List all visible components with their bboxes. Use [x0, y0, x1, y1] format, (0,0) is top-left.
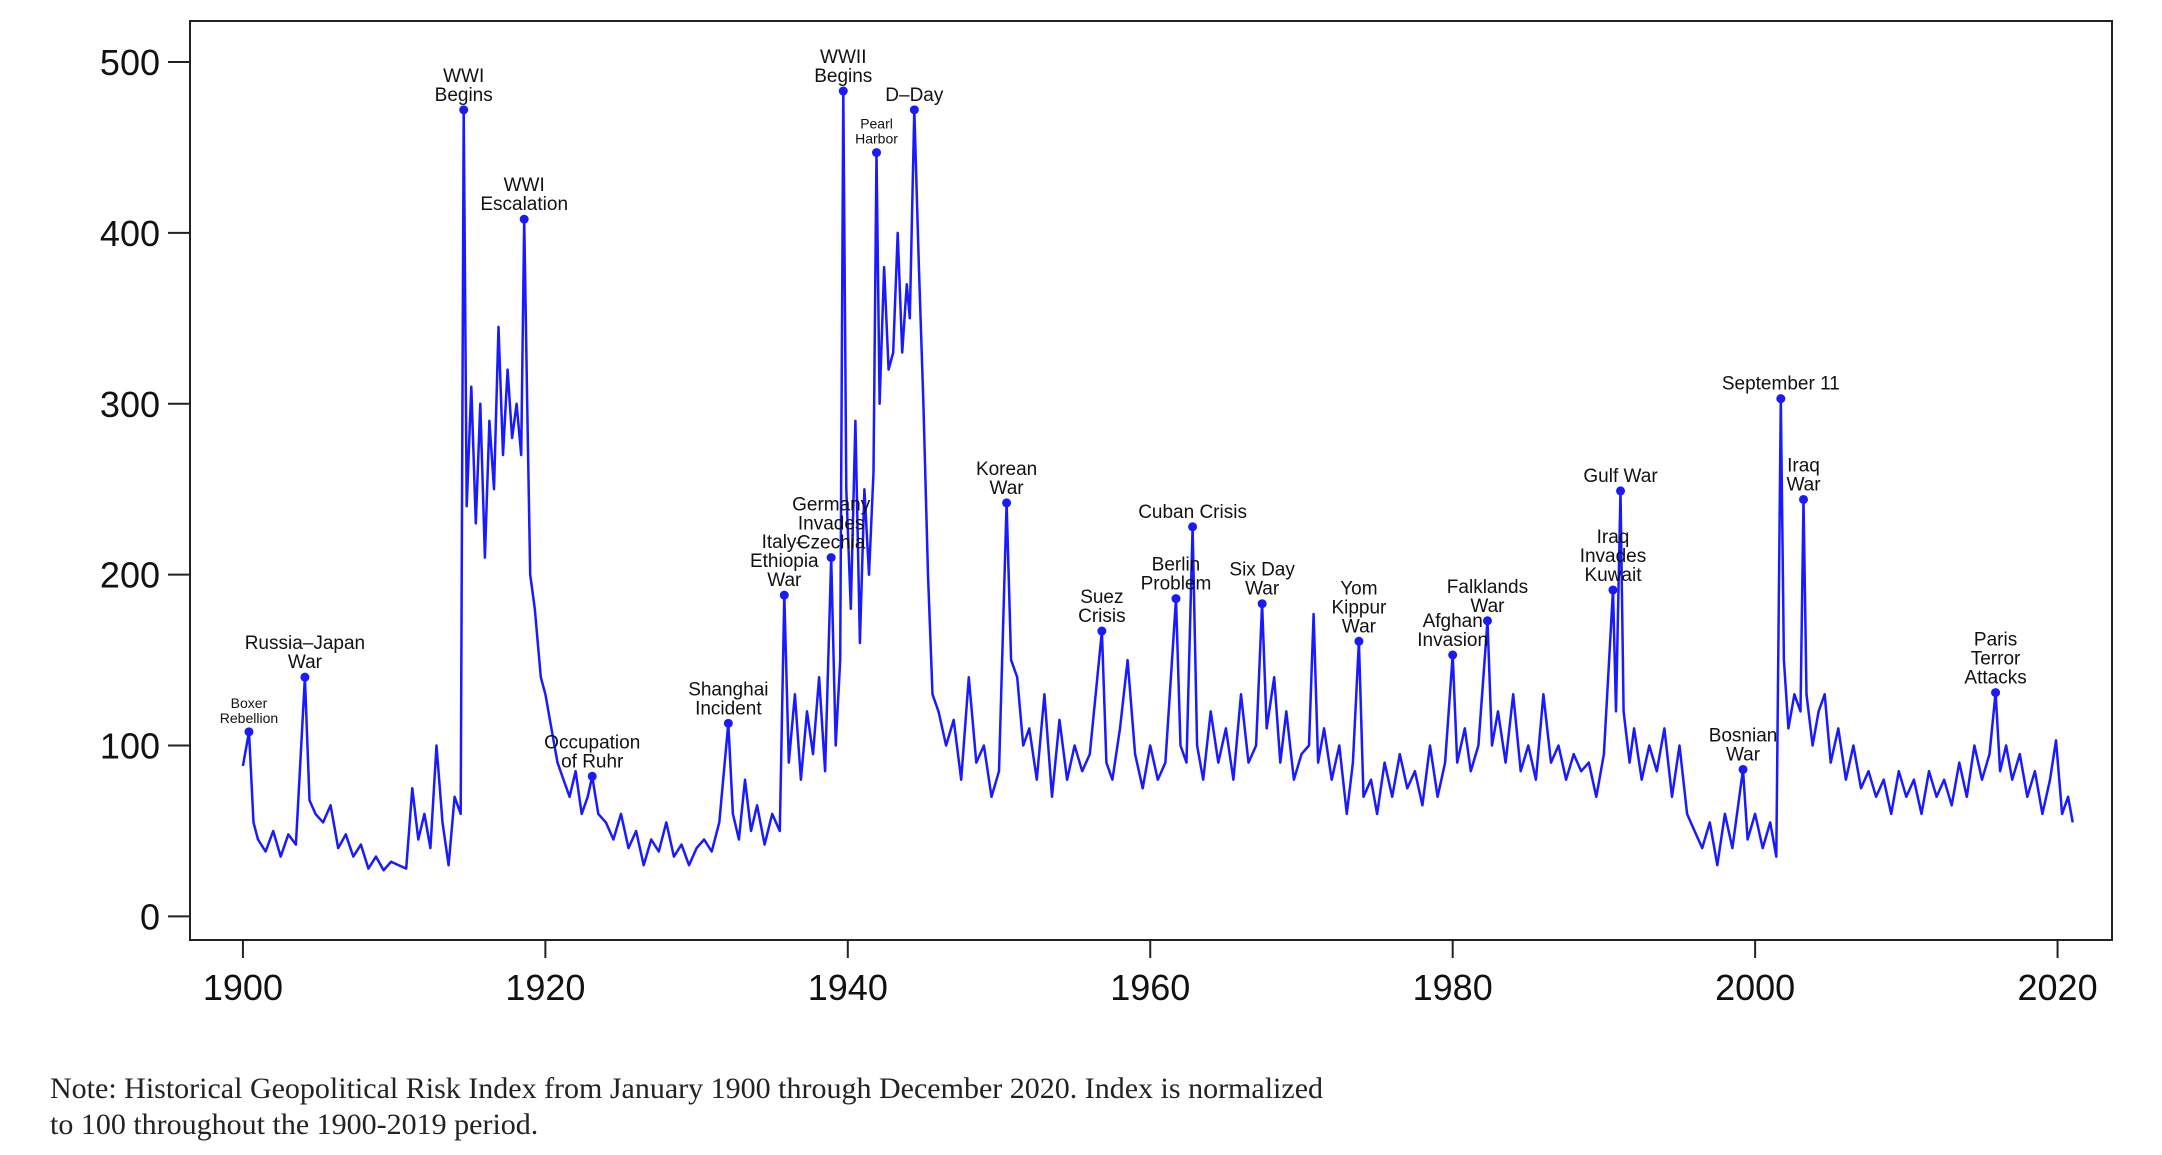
x-tick-label: 2020 — [2018, 967, 2098, 1008]
annotation-label: Pearl — [860, 116, 893, 132]
annotation-label: Gulf War — [1583, 466, 1658, 487]
annotation-label: D–Day — [885, 85, 944, 106]
annotation-label: Boxer — [231, 695, 268, 711]
annotation-label: Terror — [1971, 649, 2021, 670]
annotation-label: Iraq — [1787, 455, 1820, 476]
x-tick-label: 1900 — [203, 967, 283, 1008]
annotation-dot — [1257, 599, 1267, 609]
annotation-dot — [723, 718, 733, 728]
annotation-label: Germany — [792, 495, 871, 516]
annotation-dot — [244, 727, 254, 737]
x-tick-label: 1980 — [1413, 967, 1493, 1008]
annotation-dot — [1799, 494, 1809, 504]
annotation-dot — [838, 86, 848, 96]
annotation-dot — [1608, 585, 1618, 595]
y-tick-label: 0 — [140, 896, 160, 937]
annotation-dot — [1776, 394, 1786, 404]
annotation-label: Kippur — [1331, 597, 1387, 618]
y-tick-label: 100 — [100, 726, 160, 767]
annotation-label: WWI — [504, 175, 545, 196]
annotation-label: Harbor — [855, 131, 898, 147]
annotation-dot — [519, 214, 529, 224]
annotation-label: War — [767, 570, 802, 591]
annotation-label: Paris — [1974, 630, 2017, 651]
y-tick-label: 500 — [100, 42, 160, 83]
annotation-label: War — [990, 478, 1025, 499]
annotation-label: Falklands — [1447, 577, 1528, 598]
annotation-label: Begins — [435, 85, 493, 106]
annotation-label: Korean — [976, 459, 1037, 480]
note-line: Note: Historical Geopolitical Risk Index… — [50, 1072, 1323, 1105]
y-tick-label: 200 — [100, 555, 160, 596]
annotation-dot — [1991, 688, 2001, 698]
annotation-label: Czechia — [797, 533, 866, 554]
annotation-label: Invades — [1580, 546, 1647, 567]
annotation-dot — [1482, 616, 1492, 626]
y-tick-label: 300 — [100, 384, 160, 425]
annotation-label: Attacks — [1964, 668, 2026, 689]
annotation-label: Italy– — [762, 532, 808, 553]
annotation-label: Problem — [1141, 574, 1212, 595]
annotation-label: War — [1726, 744, 1761, 765]
annotation-dot — [909, 105, 919, 115]
annotation-label: Six Day — [1229, 560, 1295, 581]
x-tick-label: 1940 — [808, 967, 888, 1008]
annotation-dot — [1616, 486, 1626, 496]
annotation-label: Crisis — [1078, 606, 1126, 627]
annotation-label: Shanghai — [688, 679, 768, 700]
annotation-label: Bosnian — [1709, 725, 1778, 746]
annotation-dot — [779, 590, 789, 600]
annotation-dot — [459, 105, 469, 115]
annotation-dot — [587, 771, 597, 781]
annotation-label: War — [1245, 579, 1280, 600]
annotation-label: Occupation — [544, 732, 640, 753]
annotation-label: Incident — [695, 698, 762, 719]
x-tick-label: 2000 — [1715, 967, 1795, 1008]
annotation-dot — [872, 148, 882, 158]
annotation-label: Begins — [814, 66, 872, 87]
annotation-label: War — [288, 652, 323, 673]
annotation-label: September 11 — [1722, 374, 1840, 395]
annotation-label: Rebellion — [220, 710, 278, 726]
annotation-label: Afghan — [1423, 611, 1483, 632]
annotation-label: Yom — [1340, 578, 1377, 599]
annotation-label: Invasion — [1417, 630, 1488, 651]
annotation-dot — [300, 672, 310, 682]
annotation-label: Ethiopia — [750, 551, 819, 572]
annotation-dot — [1738, 764, 1748, 774]
annotation-label: War — [1786, 474, 1821, 495]
annotation-label: WWI — [443, 66, 484, 87]
annotation-label: Kuwait — [1584, 565, 1642, 586]
annotation-label: Cuban Crisis — [1138, 502, 1247, 523]
annotation-label: Suez — [1080, 587, 1123, 608]
annotation-label: of Ruhr — [561, 751, 624, 772]
annotation-label: War — [1342, 616, 1377, 637]
annotation-label: Iraq — [1597, 527, 1630, 548]
annotation-dot — [1097, 626, 1107, 636]
annotation-label: Escalation — [480, 194, 568, 215]
annotation-label: War — [1470, 596, 1505, 617]
annotation-dot — [1448, 650, 1458, 660]
annotation-label: Russia–Japan — [245, 633, 365, 654]
x-tick-label: 1920 — [505, 967, 585, 1008]
y-tick-label: 400 — [100, 213, 160, 254]
annotation-dot — [1002, 498, 1012, 508]
x-tick-label: 1960 — [1110, 967, 1190, 1008]
annotation-label: WWII — [820, 47, 866, 68]
annotation-label: Invades — [798, 514, 865, 535]
annotation-label: Berlin — [1152, 555, 1201, 576]
annotation-dot — [1354, 636, 1364, 646]
annotation-dot — [1171, 594, 1181, 604]
annotation-dot — [826, 553, 836, 563]
annotation-dot — [1188, 522, 1198, 532]
note-line: to 100 throughout the 1900-2019 period. — [50, 1108, 538, 1141]
